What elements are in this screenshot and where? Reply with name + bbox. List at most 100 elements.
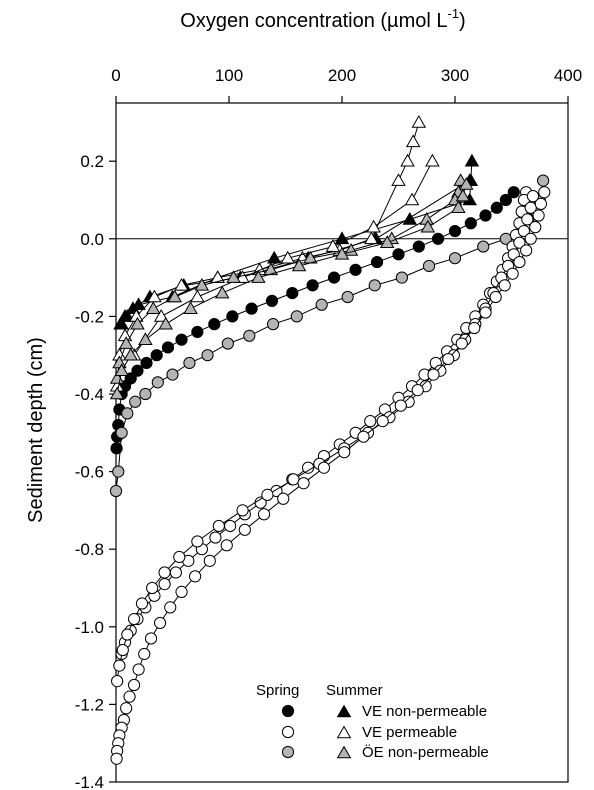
y-tick-label: -1.0 — [75, 618, 104, 637]
data-point-spring-oe-nonperm — [341, 290, 354, 304]
data-point-summer-ve-perm-1 — [411, 114, 427, 128]
data-point-summer-ve-nonperm-2 — [113, 316, 128, 330]
data-point-spring-ve-perm-3 — [238, 523, 251, 536]
legend-header-spring: Spring — [256, 682, 299, 699]
data-point-summer-oe-nonperm-1 — [263, 262, 279, 276]
data-point-summer-ve-nonperm-1 — [402, 211, 418, 225]
data-point-summer-ve-perm-1 — [400, 153, 415, 167]
series-summer-ve-nonperm-1 — [114, 153, 480, 330]
x-tick-label: 300 — [441, 66, 469, 85]
data-point-spring-ve-perm-3 — [297, 477, 310, 490]
data-point-spring-ve-nonperm — [161, 341, 175, 354]
data-point-spring-ve-perm-3 — [127, 678, 141, 692]
data-point-spring-ve-perm-3 — [220, 539, 233, 552]
data-point-summer-oe-nonperm-1 — [167, 289, 183, 303]
data-point-spring-ve-perm-3 — [513, 255, 526, 269]
data-point-spring-ve-perm-1 — [169, 566, 182, 579]
data-point-spring-ve-perm-3 — [524, 232, 537, 245]
data-point-summer-ve-perm-1 — [210, 270, 225, 283]
data-point-spring-ve-perm-3 — [394, 399, 407, 412]
data-point-summer-ve-perm-2 — [366, 219, 381, 233]
data-point-spring-ve-perm-3 — [479, 306, 492, 319]
data-point-spring-ve-perm-2 — [111, 675, 124, 688]
data-point-spring-ve-nonperm — [286, 287, 299, 300]
legend-marker-spring — [281, 704, 295, 718]
data-point-spring-ve-nonperm — [208, 318, 221, 331]
data-point-spring-ve-perm-3 — [123, 690, 136, 703]
data-point-summer-oe-nonperm-2 — [109, 386, 125, 400]
x-tick-label: 100 — [215, 66, 243, 85]
data-point-summer-oe-nonperm-2 — [214, 285, 230, 299]
y-tick-label: -1.4 — [75, 773, 104, 790]
data-point-spring-ve-perm-3 — [175, 585, 188, 598]
series-line-spring-ve-perm-1 — [121, 192, 527, 655]
legend-label-ve-nonperm: VE non-permeable — [362, 703, 487, 720]
data-point-spring-ve-perm-3 — [203, 554, 216, 567]
data-point-spring-ve-nonperm — [448, 224, 462, 238]
data-point-summer-oe-nonperm-1 — [194, 277, 210, 291]
data-point-summer-ve-perm-1 — [391, 173, 406, 186]
series-spring-ve-nonperm — [110, 186, 520, 455]
data-point-summer-ve-nonperm-1 — [464, 153, 480, 167]
data-point-spring-ve-nonperm — [327, 271, 341, 284]
data-point-spring-oe-nonperm — [183, 356, 196, 370]
data-point-spring-oe-nonperm — [422, 259, 436, 273]
data-point-spring-ve-nonperm — [499, 193, 512, 207]
data-point-spring-ve-nonperm — [507, 186, 520, 199]
data-point-summer-oe-nonperm-2 — [455, 188, 471, 202]
data-point-summer-oe-nonperm-2 — [451, 200, 466, 214]
series-spring-ve-perm-2 — [111, 190, 540, 688]
data-point-spring-ve-perm-3 — [534, 197, 547, 210]
data-point-spring-ve-perm-3 — [427, 368, 440, 381]
y-tick-label: -0.2 — [75, 307, 104, 326]
data-point-summer-ve-perm-2 — [325, 239, 341, 252]
series-line-summer-oe-nonperm-1 — [116, 180, 462, 379]
data-point-spring-ve-nonperm — [349, 263, 362, 276]
data-point-summer-oe-nonperm-1 — [118, 336, 134, 349]
data-point-summer-oe-nonperm-2 — [291, 258, 307, 272]
y-tick-label: 0.0 — [80, 230, 104, 249]
data-point-spring-ve-nonperm — [464, 217, 477, 230]
data-point-spring-ve-perm-1 — [364, 415, 377, 428]
data-point-spring-ve-perm-3 — [506, 267, 519, 280]
data-point-spring-ve-nonperm — [150, 349, 163, 362]
data-point-spring-ve-perm-3 — [110, 752, 123, 765]
legend-header-summer: Summer — [326, 682, 383, 699]
data-point-spring-oe-nonperm — [151, 376, 164, 389]
data-point-summer-oe-nonperm-2 — [158, 316, 173, 330]
data-point-summer-ve-perm-2 — [280, 250, 296, 264]
data-point-spring-ve-perm-3 — [532, 209, 545, 222]
data-point-spring-ve-nonperm — [110, 442, 123, 455]
data-point-spring-ve-nonperm — [490, 201, 503, 214]
data-point-spring-oe-nonperm — [477, 240, 490, 253]
data-point-spring-oe-nonperm — [129, 395, 142, 408]
data-point-spring-ve-perm-3 — [520, 244, 533, 257]
y-ticks: 0.2 0.0 -0.2 -0.4 -0.6 -0.8 -1.0 -1.2 -1.4 — [75, 152, 116, 790]
legend-marker-summer — [336, 745, 352, 759]
data-point-summer-ve-perm-2 — [425, 153, 440, 167]
y-tick-label: -1.2 — [75, 695, 104, 714]
data-point-summer-ve-perm-1 — [147, 289, 162, 303]
data-point-spring-ve-perm-2 — [135, 597, 149, 610]
data-point-spring-ve-perm-2 — [517, 224, 531, 238]
data-point-spring-ve-nonperm — [131, 364, 144, 377]
data-point-spring-ve-perm-3 — [489, 290, 502, 304]
data-point-spring-oe-nonperm — [266, 318, 280, 331]
data-point-spring-ve-nonperm — [175, 333, 188, 346]
data-point-summer-oe-nonperm-2 — [138, 332, 153, 345]
data-point-spring-oe-nonperm — [537, 174, 550, 187]
data-point-spring-ve-perm-2 — [113, 659, 126, 672]
data-point-summer-ve-perm-2 — [153, 308, 169, 322]
data-series — [109, 114, 551, 765]
data-point-spring-oe-nonperm — [121, 407, 134, 420]
data-point-spring-ve-perm-3 — [442, 352, 455, 366]
data-point-spring-oe-nonperm — [448, 252, 462, 265]
data-point-spring-ve-perm-2 — [521, 213, 534, 226]
data-point-spring-ve-perm-1 — [158, 578, 171, 591]
legend-marker-spring — [281, 725, 295, 739]
data-point-spring-ve-perm-2 — [526, 190, 540, 203]
data-point-spring-ve-nonperm — [479, 209, 492, 222]
data-point-summer-ve-perm-1 — [364, 231, 379, 245]
data-point-spring-oe-nonperm — [166, 368, 179, 381]
